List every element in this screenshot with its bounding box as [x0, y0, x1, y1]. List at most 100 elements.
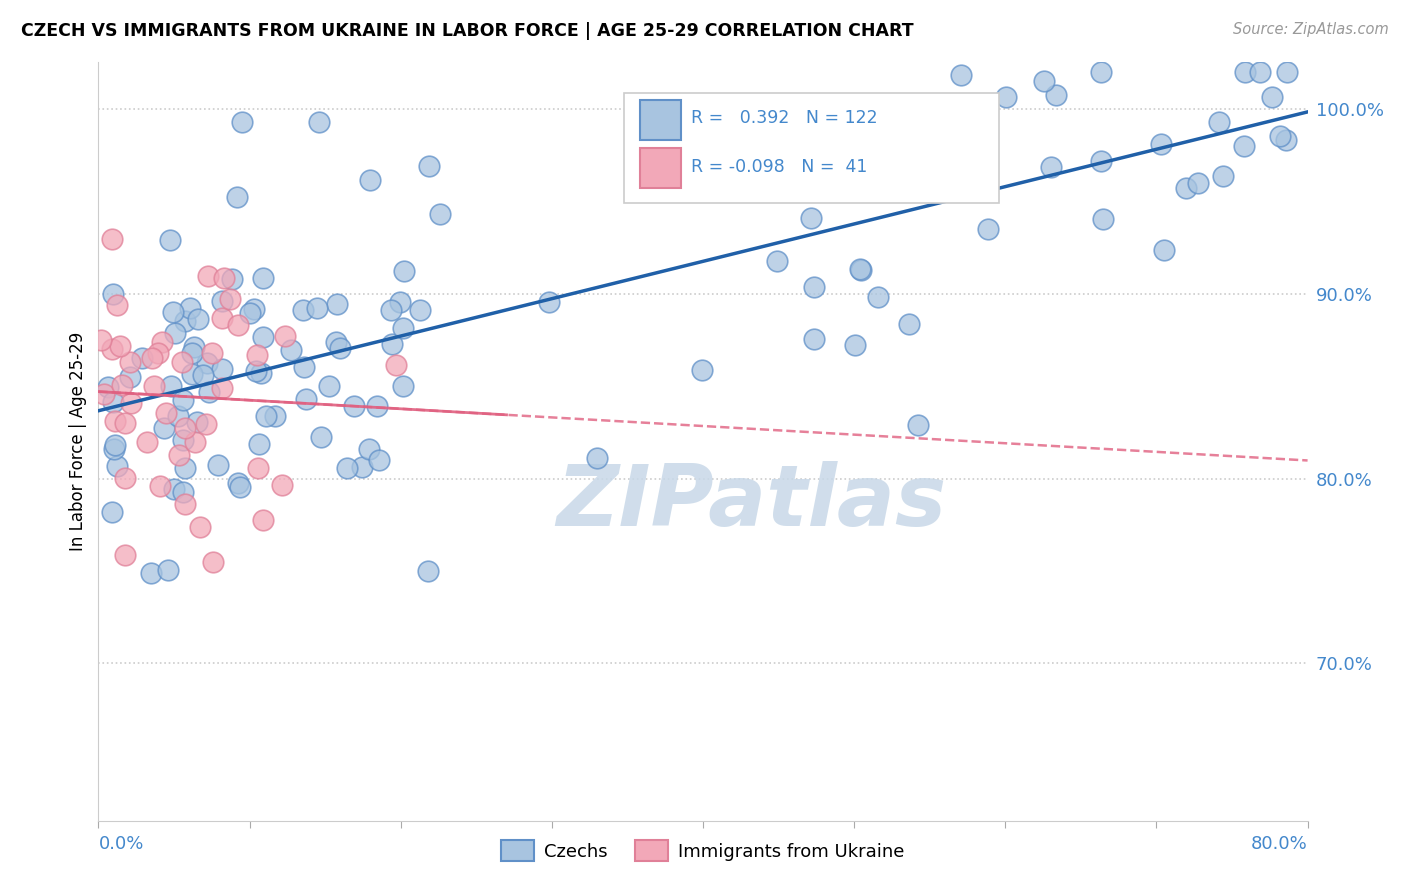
Point: [135, 434, 157, 449]
Point: [108, 339, 131, 353]
Point: [114, 417, 136, 431]
Point: [159, 233, 181, 247]
Point: [100, 232, 122, 246]
Point: [690, 363, 713, 377]
Point: [844, 338, 866, 352]
Point: [252, 329, 274, 343]
Point: [1275, 64, 1298, 78]
Point: [239, 306, 262, 320]
Point: [201, 346, 224, 360]
Point: [101, 395, 124, 409]
Point: [1090, 64, 1112, 78]
Point: [214, 271, 236, 285]
Point: [359, 173, 381, 187]
Point: [183, 340, 205, 354]
Point: [249, 366, 271, 380]
Point: [392, 379, 415, 393]
Point: [392, 264, 415, 278]
Point: [307, 301, 329, 316]
Point: [392, 320, 415, 334]
Point: [141, 566, 163, 580]
Point: [172, 433, 194, 447]
Point: [366, 399, 388, 413]
Point: [800, 211, 823, 225]
Text: R =   0.392   N = 122: R = 0.392 N = 122: [690, 109, 877, 127]
Point: [292, 359, 315, 374]
Point: [1234, 64, 1257, 78]
Point: [103, 442, 125, 456]
Point: [173, 421, 195, 435]
Point: [350, 460, 373, 475]
Point: [418, 160, 440, 174]
Point: [246, 460, 269, 475]
Point: [308, 114, 330, 128]
Point: [211, 311, 233, 326]
Point: [104, 438, 127, 452]
Point: [105, 459, 128, 474]
Point: [280, 343, 302, 357]
Point: [114, 549, 136, 563]
Point: [198, 385, 221, 400]
Point: [1212, 169, 1234, 183]
Point: [184, 435, 207, 450]
Point: [1153, 243, 1175, 257]
Text: CZECH VS IMMIGRANTS FROM UKRAINE IN LABOR FORCE | AGE 25-29 CORRELATION CHART: CZECH VS IMMIGRANTS FROM UKRAINE IN LABO…: [21, 22, 914, 40]
Point: [226, 318, 249, 332]
Point: [1261, 89, 1284, 103]
Text: R = -0.098   N =  41: R = -0.098 N = 41: [690, 158, 868, 176]
Point: [778, 178, 800, 193]
Point: [104, 414, 127, 428]
Point: [318, 378, 340, 392]
Point: [231, 115, 253, 129]
Text: 0.0%: 0.0%: [98, 836, 143, 854]
Point: [1040, 160, 1063, 174]
Point: [197, 268, 219, 283]
Point: [114, 471, 136, 485]
Point: [211, 293, 233, 308]
Point: [150, 335, 173, 350]
FancyBboxPatch shape: [624, 93, 1000, 202]
Point: [166, 409, 188, 424]
Point: [329, 341, 352, 355]
Point: [907, 417, 929, 432]
Point: [181, 367, 204, 381]
Point: [1268, 128, 1291, 143]
Point: [225, 189, 247, 203]
Point: [429, 207, 451, 221]
Point: [252, 271, 274, 285]
Point: [163, 326, 186, 340]
Point: [1150, 137, 1173, 152]
Point: [170, 355, 193, 369]
Point: [938, 155, 960, 169]
Point: [162, 304, 184, 318]
Point: [380, 303, 402, 318]
Point: [915, 145, 938, 159]
Point: [295, 392, 318, 406]
Point: [735, 140, 758, 154]
Point: [335, 461, 357, 475]
Point: [141, 351, 163, 365]
Point: [211, 362, 233, 376]
Point: [101, 287, 124, 301]
Point: [1175, 180, 1198, 194]
Point: [1208, 115, 1230, 129]
Point: [538, 294, 561, 309]
Point: [309, 430, 332, 444]
Point: [263, 409, 285, 423]
Point: [1045, 88, 1067, 103]
Point: [409, 302, 432, 317]
Point: [245, 364, 267, 378]
Point: [1091, 211, 1114, 226]
Point: [207, 458, 229, 472]
Point: [851, 263, 873, 277]
Point: [1187, 176, 1209, 190]
Point: [172, 485, 194, 500]
Point: [179, 301, 201, 316]
Point: [90, 333, 112, 347]
Point: [153, 421, 176, 435]
Text: Source: ZipAtlas.com: Source: ZipAtlas.com: [1233, 22, 1389, 37]
Point: [160, 378, 183, 392]
Point: [381, 336, 404, 351]
Point: [219, 292, 242, 306]
Point: [149, 479, 172, 493]
